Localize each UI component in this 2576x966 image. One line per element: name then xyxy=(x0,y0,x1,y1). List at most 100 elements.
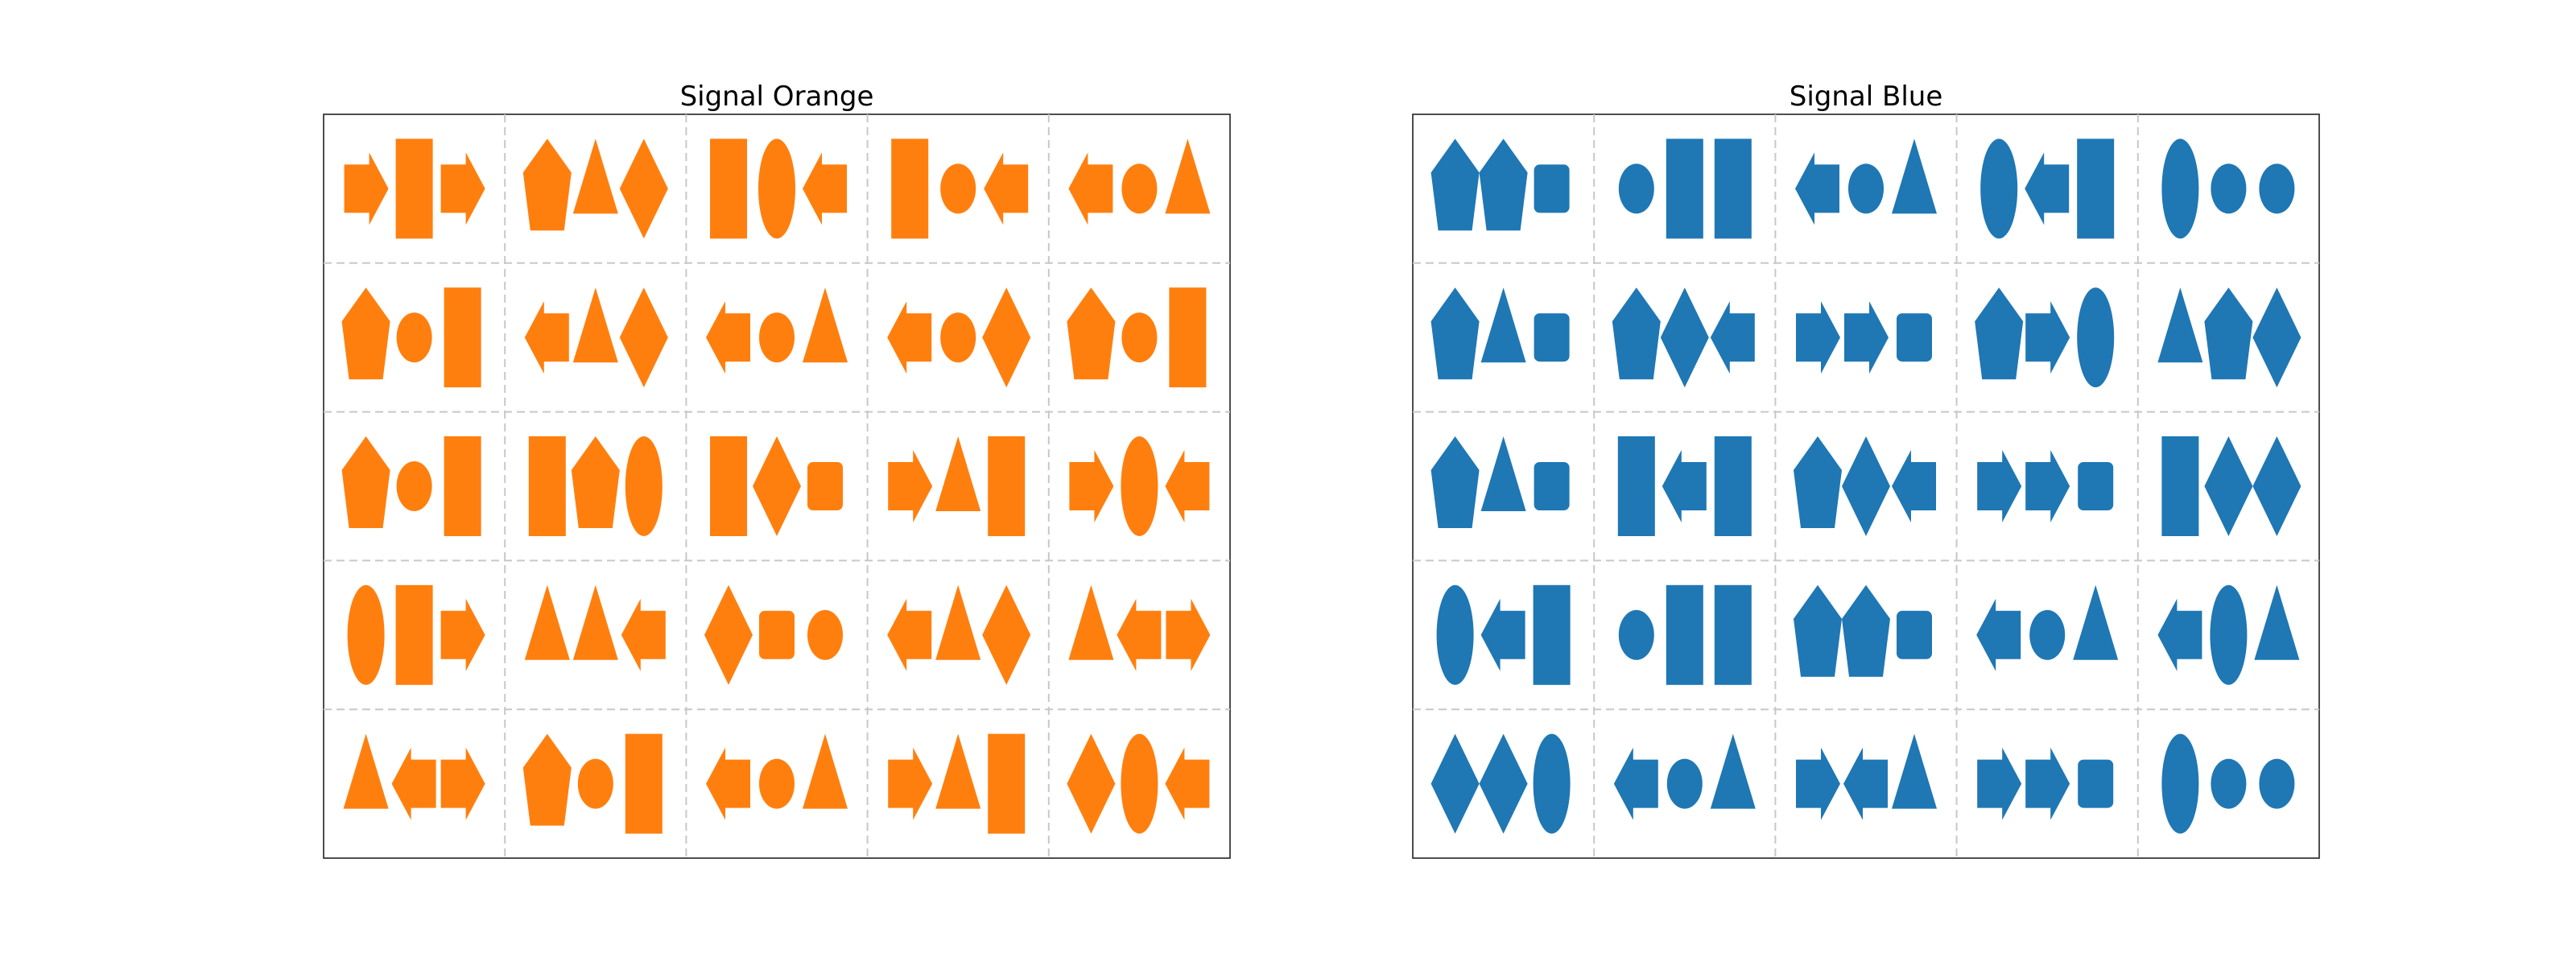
grid-cell xyxy=(1430,138,1570,231)
circle-icon xyxy=(940,163,976,214)
arrow-right-icon xyxy=(1069,450,1114,522)
arrow-left-icon xyxy=(1892,450,1936,522)
rectangle-icon xyxy=(1666,584,1703,685)
triangle-icon xyxy=(1480,436,1526,511)
triangle-icon xyxy=(1892,138,1937,214)
grid-cell xyxy=(1068,138,1211,225)
triangle-icon xyxy=(2157,287,2203,363)
triangle-icon xyxy=(524,584,570,660)
rounded-rect-icon xyxy=(1897,610,1932,659)
rectangle-icon xyxy=(395,584,433,685)
arrow-right-icon xyxy=(1977,450,2022,522)
triangle-icon xyxy=(1892,733,1937,809)
triangle-icon xyxy=(1480,287,1526,363)
shape-grid-orange xyxy=(323,114,1231,859)
grid-cell xyxy=(2157,584,2300,685)
arrow-left-icon xyxy=(1613,747,1658,820)
grid-cell xyxy=(1430,436,1570,528)
grid-cell xyxy=(1980,138,2115,239)
triangle-icon xyxy=(1068,584,1114,660)
diamond-icon xyxy=(619,138,668,239)
arrow-left-icon xyxy=(1165,450,1210,522)
rounded-rect-icon xyxy=(2078,462,2114,510)
grid-cell xyxy=(522,138,668,239)
arrow-left-icon xyxy=(803,152,847,225)
triangle-icon xyxy=(803,733,848,809)
circle-icon xyxy=(2259,758,2295,809)
rounded-rect-icon xyxy=(1534,313,1570,362)
triangle-icon xyxy=(1710,733,1756,809)
triangle-icon xyxy=(935,436,981,511)
arrow-left-icon xyxy=(984,152,1029,225)
diamond-icon xyxy=(704,584,753,685)
pentagon-icon xyxy=(1067,287,1116,380)
rectangle-icon xyxy=(891,138,929,239)
grid-cell xyxy=(891,138,1029,239)
rounded-rect-icon xyxy=(2078,759,2114,808)
arrow-right-icon xyxy=(2025,747,2070,820)
arrow-left-icon xyxy=(524,301,569,374)
arrow-left-icon xyxy=(706,747,750,820)
arrow-left-icon xyxy=(1976,598,2021,671)
circle-icon xyxy=(2211,163,2247,214)
grid-cell xyxy=(1618,584,1752,685)
rectangle-icon xyxy=(1666,138,1703,239)
pentagon-icon xyxy=(1842,584,1890,677)
rectangle-icon xyxy=(395,138,433,239)
rectangle-icon xyxy=(710,436,747,536)
shape-grid-blue xyxy=(1412,114,2320,859)
diamond-icon xyxy=(2252,436,2301,536)
grid-cell xyxy=(522,733,663,834)
arrow-left-icon xyxy=(621,598,666,671)
grid-cell xyxy=(341,287,481,388)
circle-icon xyxy=(1121,312,1158,363)
ellipse-icon xyxy=(1121,436,1158,536)
grid-cell xyxy=(524,287,668,388)
grid-cell xyxy=(1430,733,1571,834)
arrow-right-icon xyxy=(440,598,485,671)
triangle-icon xyxy=(1165,138,1211,214)
grid-cell xyxy=(2161,733,2295,834)
grid-cell xyxy=(528,436,663,536)
triangle-icon xyxy=(572,138,618,214)
grid-cell xyxy=(1068,584,1211,671)
grid-cell xyxy=(710,436,843,536)
triangle-icon xyxy=(803,287,848,363)
pentagon-icon xyxy=(1612,287,1661,380)
arrow-left-icon xyxy=(1480,598,1525,671)
ellipse-icon xyxy=(1436,584,1474,685)
grid-cell xyxy=(888,436,1026,536)
arrow-right-icon xyxy=(1977,747,2022,820)
diamond-icon xyxy=(1660,287,1709,388)
grid-cell xyxy=(1794,436,1936,536)
circle-icon xyxy=(396,461,432,511)
grid-cell xyxy=(1794,584,1932,677)
rectangle-icon xyxy=(1533,584,1571,685)
grid-cell xyxy=(1069,436,1210,536)
panel-signal-orange: Signal Orange xyxy=(322,80,1232,869)
circle-icon xyxy=(759,312,795,363)
panel-title: Signal Orange xyxy=(679,80,874,113)
ellipse-icon xyxy=(625,436,663,536)
rectangle-icon xyxy=(988,733,1026,834)
diamond-icon xyxy=(2252,287,2301,388)
circle-icon xyxy=(759,758,795,809)
diamond-icon xyxy=(1430,733,1480,834)
grid-cell xyxy=(887,287,1031,388)
grid-cell xyxy=(887,584,1031,685)
grid-cell xyxy=(1430,287,1570,380)
arrow-right-icon xyxy=(888,747,933,820)
rectangle-icon xyxy=(528,436,566,536)
arrow-left-icon xyxy=(706,301,750,374)
arrow-left-icon xyxy=(1068,152,1113,225)
pentagon-icon xyxy=(571,436,620,528)
rectangle-icon xyxy=(2077,138,2115,239)
arrow-right-icon xyxy=(1796,301,1840,374)
ellipse-icon xyxy=(1980,138,2018,239)
pentagon-icon xyxy=(1975,287,2024,380)
circle-icon xyxy=(1666,758,1703,809)
arrow-right-icon xyxy=(2025,450,2070,522)
pentagon-icon xyxy=(522,733,572,826)
arrow-left-icon xyxy=(1843,747,1888,820)
rectangle-icon xyxy=(988,436,1026,536)
